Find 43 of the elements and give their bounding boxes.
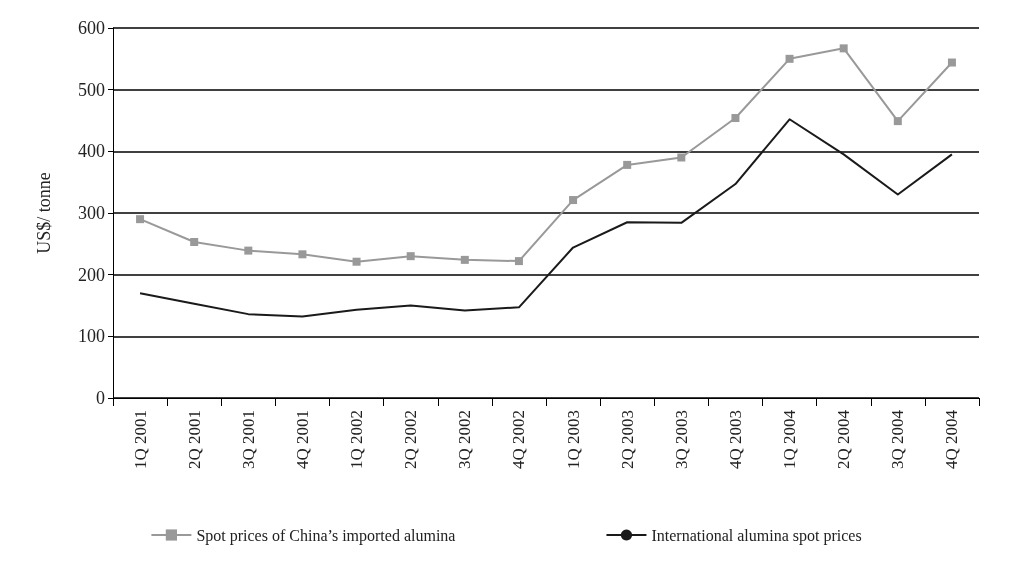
point [893,117,902,126]
point [947,58,956,67]
y-tick-label: 500 [78,79,105,100]
x-tick-label: 4Q 2004 [942,409,962,470]
point [406,252,415,261]
y-tick-label: 200 [78,264,105,285]
x-tick-label: 2Q 2003 [617,410,637,470]
x-tick-label: 4Q 2003 [725,410,745,470]
x-tick-label: 4Q 2002 [509,410,529,470]
legend-label: International alumina spot prices [651,526,862,545]
y-tick-label: 400 [78,141,105,162]
y-tick-label: 300 [78,203,105,223]
x-tick-label: 1Q 2001 [130,410,150,470]
x-tick-label: 4Q 2001 [292,410,312,470]
point [136,215,145,224]
x-tick-label: 2Q 2004 [834,409,854,470]
point [677,153,686,162]
x-tick-label: 3Q 2003 [671,410,691,470]
point [785,54,794,63]
x-tick-label: 3Q 2002 [455,410,475,470]
x-tick-label: 2Q 2002 [401,410,421,470]
x-tick-label: 1Q 2002 [347,410,367,470]
point [298,250,307,259]
legend-label: Spot prices of China’s imported alumina [196,526,456,545]
point [569,196,578,205]
x-tick-label: 3Q 2001 [238,410,258,470]
point [352,257,361,266]
y-tick-label: 100 [78,326,105,347]
x-tick-label: 1Q 2003 [563,410,583,470]
point [839,44,848,53]
y-axis-title: US$/ tonne [34,172,54,254]
x-tick-label: 1Q 2004 [780,409,800,470]
x-tick-label: 3Q 2004 [888,409,908,470]
x-tick-label: 2Q 2001 [184,410,204,470]
point [460,255,469,264]
point [190,237,199,246]
y-tick-label: 0 [96,388,105,408]
point [514,257,523,266]
point [731,114,740,123]
line-series [139,118,953,318]
y-tick-label: 600 [78,18,105,38]
point [623,160,632,169]
point [244,246,253,255]
